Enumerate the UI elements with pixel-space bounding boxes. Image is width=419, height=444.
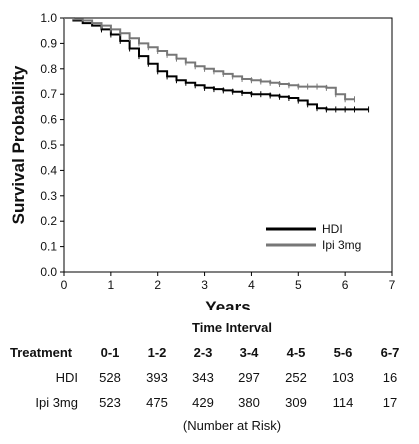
risk-count-cell: 103 — [332, 370, 354, 385]
risk-count-cell: 380 — [238, 395, 260, 410]
series-line-0 — [64, 17, 369, 111]
risk-count-cell: 528 — [99, 370, 121, 385]
y-tick-label: 0.3 — [40, 189, 57, 203]
risk-count-cell: 343 — [192, 370, 214, 385]
number-at-risk-table: Time Interval Treatment 0-1 1-2 2-3 3-4 4-5 5… — [0, 310, 419, 444]
x-tick-label: 3 — [201, 278, 208, 292]
risk-count-cell: 297 — [238, 370, 260, 385]
interval-header: 0-1 — [100, 345, 120, 360]
risk-table-title: Time Interval — [192, 320, 272, 335]
risk-count-cell: 114 — [332, 395, 354, 410]
y-axis-label: Survival Probability — [9, 65, 28, 224]
interval-header: 6-7 — [380, 345, 400, 360]
y-tick-label: 0.0 — [40, 265, 57, 279]
treatment-header: Treatment — [10, 345, 73, 360]
series-layer — [64, 17, 370, 113]
risk-count-cell: 523 — [99, 395, 121, 410]
y-tick-label: 0.6 — [40, 113, 57, 127]
y-tick-label: 0.9 — [40, 36, 57, 50]
interval-header: 1-2 — [147, 345, 167, 360]
risk-count-cell: 17 — [382, 395, 398, 410]
interval-header: 3-4 — [239, 345, 259, 360]
x-tick-label: 5 — [295, 278, 302, 292]
y-tick-label: 0.5 — [40, 138, 57, 152]
risk-row-label: Ipi 3mg — [35, 395, 78, 410]
interval-header: 4-5 — [286, 345, 306, 360]
risk-count-cell: 475 — [146, 395, 168, 410]
y-tick-label: 1.0 — [40, 11, 57, 25]
x-axis-label: Years — [205, 298, 250, 310]
y-tick-label: 0.1 — [40, 240, 57, 254]
y-tick-label: 0.2 — [40, 214, 57, 228]
risk-table-footer: (Number at Risk) — [182, 418, 282, 433]
y-tick-label: 0.7 — [40, 87, 57, 101]
legend-label-1: Ipi 3mg — [322, 238, 361, 252]
risk-count-cell: 252 — [285, 370, 307, 385]
y-tick-label: 0.8 — [40, 62, 57, 76]
x-tick-label: 4 — [248, 278, 255, 292]
x-tick-label: 1 — [108, 278, 115, 292]
x-tick-label: 0 — [61, 278, 68, 292]
chart-axes: 0 1 2 3 4 5 6 7 0.0 0.1 0.2 0.3 0.4 0.5 0.6 0.7 0.8 0.9 1.… — [9, 11, 396, 310]
risk-count-cell: 309 — [285, 395, 307, 410]
interval-header: 5-6 — [333, 345, 353, 360]
x-tick-label: 6 — [342, 278, 349, 292]
interval-header: 2-3 — [193, 345, 213, 360]
survival-chart: 0 1 2 3 4 5 6 7 0.0 0.1 0.2 0.3 0.4 0.5 0.6 0.7 0.8 0.9 1.… — [9, 11, 396, 310]
risk-count-cell: 429 — [192, 395, 214, 410]
y-tick-label: 0.4 — [40, 163, 57, 177]
x-tick-label: 7 — [389, 278, 396, 292]
plot-frame — [63, 17, 393, 273]
risk-count-cell: 16 — [382, 370, 398, 385]
legend-label-0: HDI — [322, 222, 343, 236]
risk-count-cell: 393 — [146, 370, 168, 385]
chart-legend: HDI Ipi 3mg — [266, 222, 361, 252]
x-tick-label: 2 — [154, 278, 161, 292]
risk-row-label: HDI — [55, 370, 78, 385]
